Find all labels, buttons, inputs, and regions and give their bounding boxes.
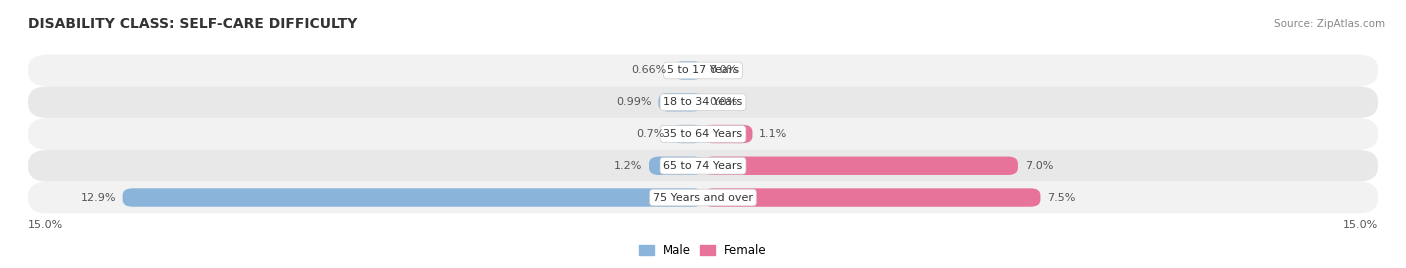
- FancyBboxPatch shape: [673, 61, 703, 80]
- FancyBboxPatch shape: [650, 157, 703, 175]
- Text: 1.1%: 1.1%: [759, 129, 787, 139]
- Text: 1.2%: 1.2%: [614, 161, 643, 171]
- Legend: Male, Female: Male, Female: [634, 239, 772, 262]
- Text: 0.0%: 0.0%: [710, 97, 738, 107]
- Text: 0.99%: 0.99%: [616, 97, 652, 107]
- Text: 7.0%: 7.0%: [1025, 161, 1053, 171]
- Text: 15.0%: 15.0%: [28, 220, 63, 230]
- FancyBboxPatch shape: [672, 125, 703, 143]
- Text: 7.5%: 7.5%: [1047, 192, 1076, 203]
- FancyBboxPatch shape: [703, 188, 1040, 207]
- Text: 0.7%: 0.7%: [637, 129, 665, 139]
- FancyBboxPatch shape: [703, 125, 752, 143]
- Text: 5 to 17 Years: 5 to 17 Years: [666, 65, 740, 76]
- FancyBboxPatch shape: [28, 182, 1378, 213]
- Text: 12.9%: 12.9%: [80, 192, 115, 203]
- Text: Source: ZipAtlas.com: Source: ZipAtlas.com: [1274, 19, 1385, 29]
- FancyBboxPatch shape: [28, 150, 1378, 182]
- Text: DISABILITY CLASS: SELF-CARE DIFFICULTY: DISABILITY CLASS: SELF-CARE DIFFICULTY: [28, 17, 357, 31]
- FancyBboxPatch shape: [28, 55, 1378, 86]
- FancyBboxPatch shape: [28, 86, 1378, 118]
- Text: 15.0%: 15.0%: [1343, 220, 1378, 230]
- FancyBboxPatch shape: [658, 93, 703, 111]
- FancyBboxPatch shape: [28, 118, 1378, 150]
- FancyBboxPatch shape: [703, 157, 1018, 175]
- FancyBboxPatch shape: [122, 188, 703, 207]
- Text: 0.0%: 0.0%: [710, 65, 738, 76]
- Text: 65 to 74 Years: 65 to 74 Years: [664, 161, 742, 171]
- Text: 75 Years and over: 75 Years and over: [652, 192, 754, 203]
- Text: 35 to 64 Years: 35 to 64 Years: [664, 129, 742, 139]
- Text: 18 to 34 Years: 18 to 34 Years: [664, 97, 742, 107]
- Text: 0.66%: 0.66%: [631, 65, 666, 76]
